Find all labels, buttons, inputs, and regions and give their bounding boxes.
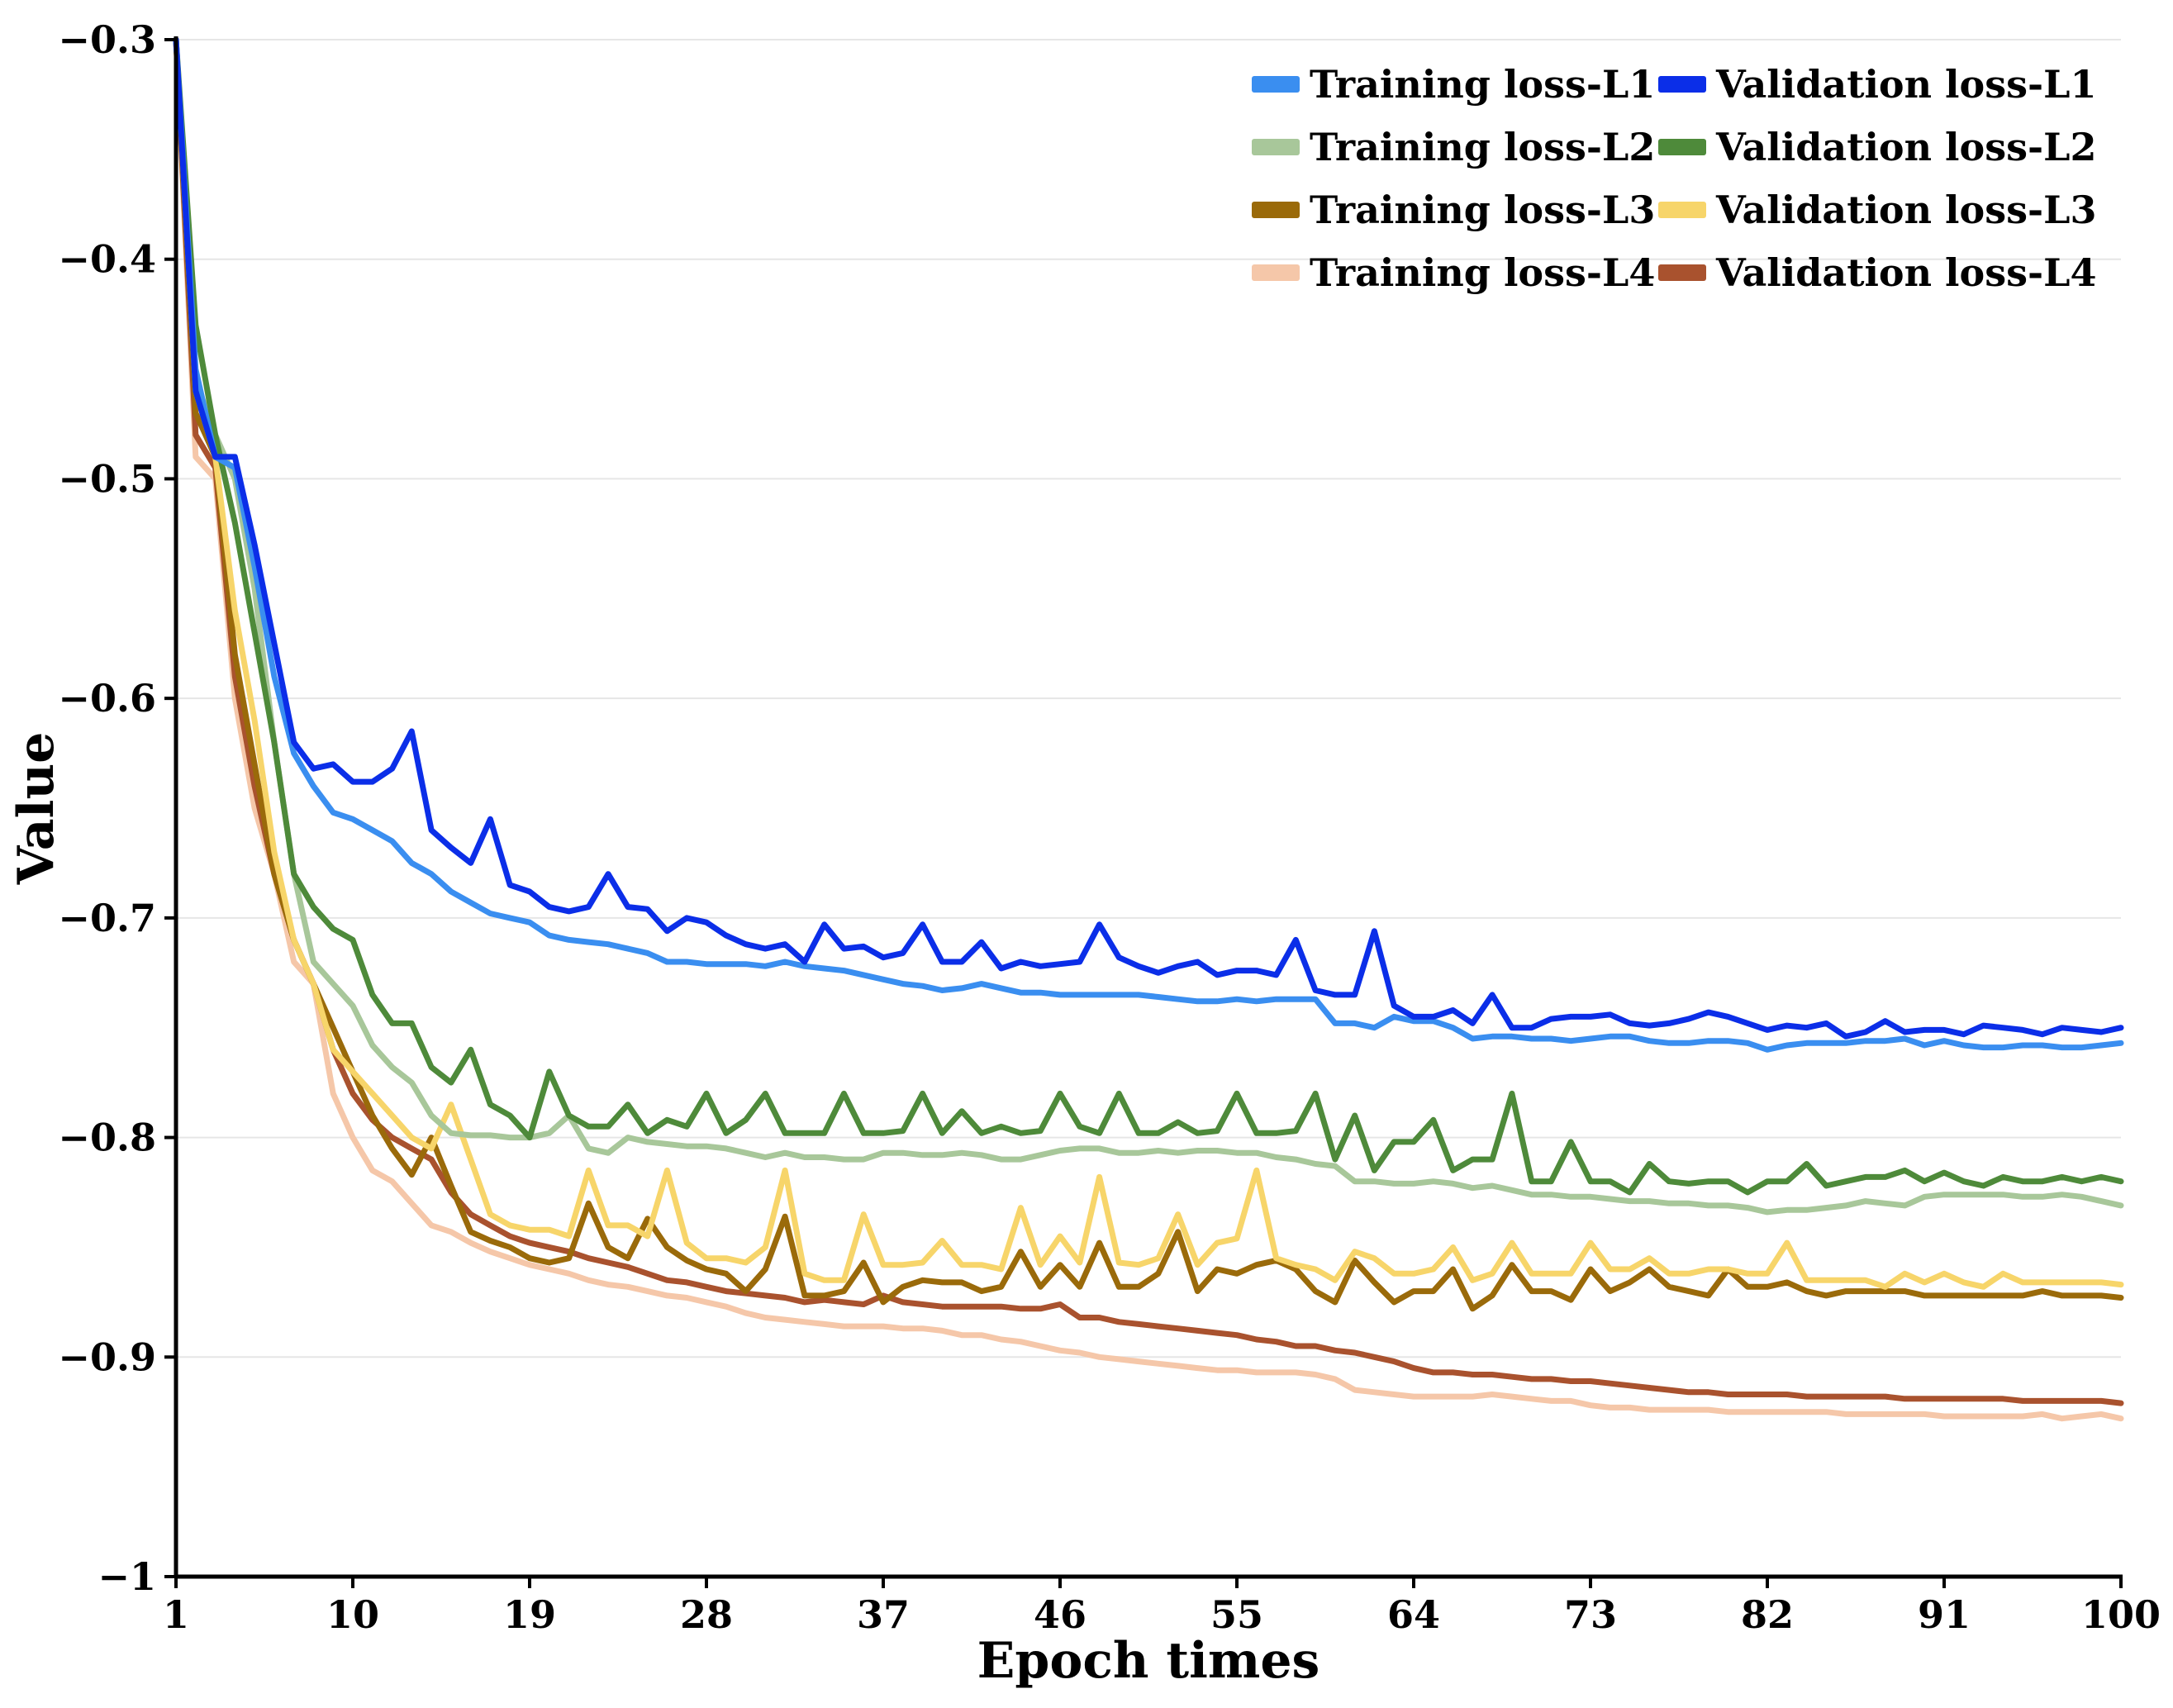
series-line-training-loss-l4 (173, 36, 2124, 1422)
legend-label: Training loss-L3 (1310, 188, 1655, 232)
x-tick-label: 55 (1210, 1592, 1263, 1637)
y-tick-label: −0.8 (58, 1116, 156, 1160)
y-tick-label: −0.5 (58, 456, 156, 501)
x-tick-label: 82 (1741, 1592, 1794, 1637)
series-line-validation-loss-l2 (173, 36, 2124, 1196)
legend-swatch (1658, 202, 1706, 218)
x-axis-title: Epoch times (977, 1632, 1320, 1690)
legend-item: Validation loss-L4 (1658, 250, 2096, 295)
series-line-training-loss-l1 (173, 36, 2124, 1053)
x-tick-label: 64 (1387, 1592, 1440, 1637)
legend-swatch (1658, 139, 1706, 155)
legend-swatch (1252, 264, 1300, 281)
legend: Training loss-L1 Validation loss-L1 Traini… (1252, 62, 2096, 295)
x-tick-label: 37 (857, 1592, 910, 1637)
legend-label: Training loss-L1 (1310, 62, 1655, 107)
y-tick-label: −0.9 (58, 1335, 156, 1379)
legend-item: Validation loss-L1 (1658, 62, 2096, 107)
legend-label: Training loss-L2 (1310, 125, 1655, 169)
y-tick-label: −0.3 (58, 17, 156, 62)
legend-item: Training loss-L4 (1252, 250, 1655, 295)
legend-swatch (1252, 139, 1300, 155)
x-tick-label: 46 (1034, 1592, 1086, 1637)
legend-item: Training loss-L1 (1252, 62, 1655, 107)
x-tick-label: 73 (1564, 1592, 1617, 1637)
legend-item: Validation loss-L2 (1658, 125, 2096, 169)
legend-swatch (1252, 202, 1300, 218)
y-axis-title: Value (7, 732, 65, 886)
legend-item: Training loss-L2 (1252, 125, 1655, 169)
y-tick-label: −0.4 (58, 237, 156, 282)
y-tick-label: −1 (97, 1554, 156, 1599)
x-tick-label: 91 (1918, 1592, 1971, 1637)
legend-label: Training loss-L4 (1310, 250, 1655, 295)
legend-item: Validation loss-L3 (1658, 188, 2096, 232)
x-tick-label: 10 (326, 1592, 379, 1637)
series-line-validation-loss-l3 (173, 36, 2124, 1290)
x-tick-label: 28 (680, 1592, 733, 1637)
legend-swatch (1658, 264, 1706, 281)
y-tick-label: −0.7 (58, 896, 156, 940)
axes (174, 36, 2123, 1579)
legend-swatch (1658, 76, 1706, 93)
series-lines (173, 36, 2124, 1422)
x-tick-label: 19 (503, 1592, 556, 1637)
legend-label: Validation loss-L3 (1715, 188, 2096, 232)
series-line-validation-loss-l4 (173, 36, 2124, 1406)
series-line-training-loss-l2 (173, 36, 2124, 1216)
legend-label: Validation loss-L4 (1715, 250, 2096, 295)
legend-label: Validation loss-L2 (1715, 125, 2096, 169)
x-tick-label: 1 (163, 1592, 189, 1637)
y-tick-label: −0.6 (58, 676, 156, 721)
legend-swatch (1252, 76, 1300, 93)
series-line-validation-loss-l1 (173, 36, 2124, 1040)
legend-label: Validation loss-L1 (1715, 62, 2096, 107)
legend-item: Training loss-L3 (1252, 188, 1655, 232)
x-tick-label: 100 (2081, 1592, 2161, 1637)
axis-ticks: 1 10 19 28 37 46 55 64 73 82 91 100 −1 −0.9 −0.8 −0.7 −0… (58, 17, 2161, 1637)
series-line-training-loss-l3 (173, 36, 2124, 1312)
